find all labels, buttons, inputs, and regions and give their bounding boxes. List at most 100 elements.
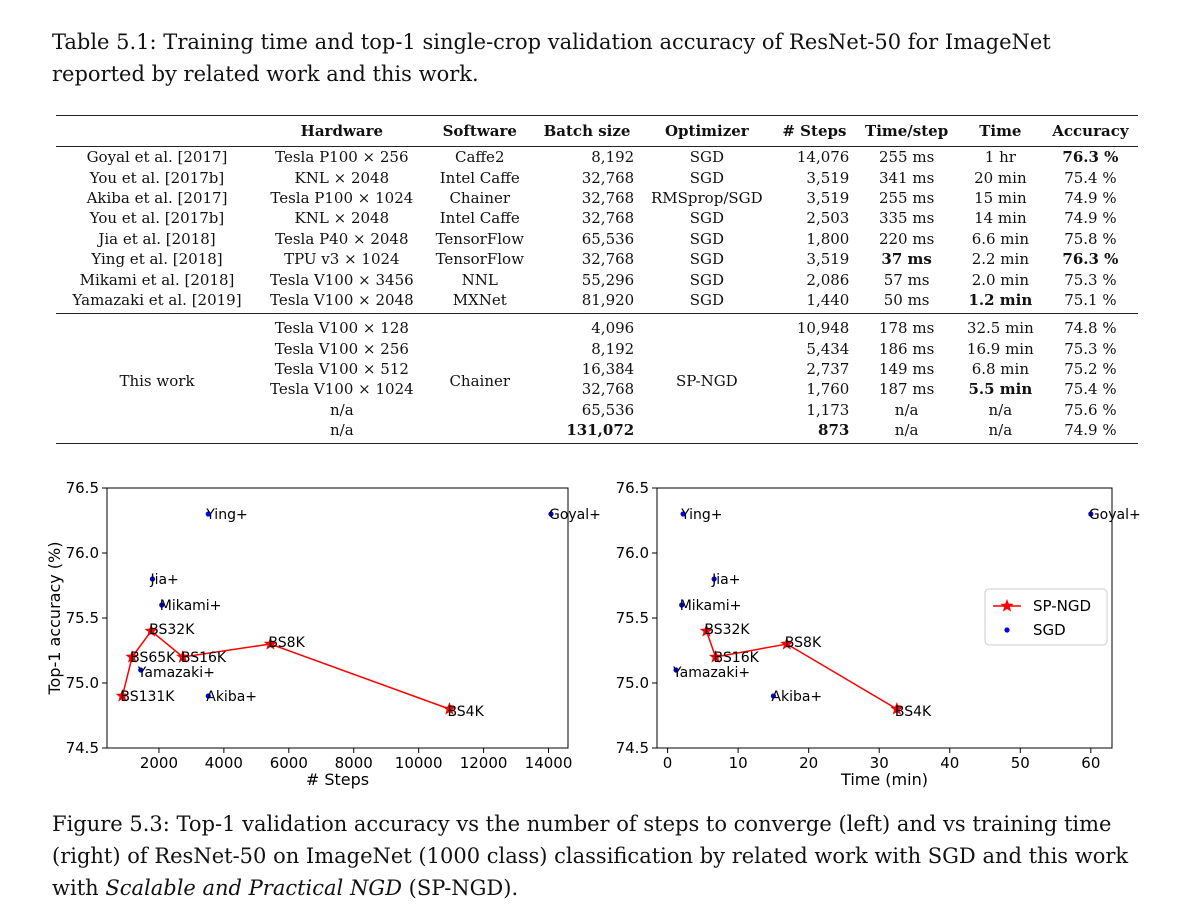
cell-batch: 8,192 bbox=[591, 339, 635, 358]
related-work-rows: Goyal et al. [2017] Tesla P100 × 256 Caffe… bbox=[56, 147, 1138, 314]
dot-marker bbox=[770, 693, 776, 699]
table-row: This work Tesla V100 × 128 Chainer 4,096 SP-… bbox=[56, 314, 1138, 389]
header-software: Software bbox=[442, 122, 517, 140]
star-marker bbox=[115, 689, 130, 702]
point-label: Jia+ bbox=[149, 572, 178, 588]
cell-batch: 4,096 bbox=[591, 319, 635, 338]
x-tick-label: 10000 bbox=[395, 754, 443, 772]
star-marker bbox=[699, 624, 714, 637]
cell-steps: 2,503 bbox=[806, 209, 850, 228]
cell-steps: 3,519 bbox=[806, 250, 850, 269]
cell-time: 1.2 min bbox=[968, 290, 1033, 309]
cell-time: 16.9 min bbox=[966, 339, 1034, 358]
y-tick-label: 75.5 bbox=[616, 609, 649, 627]
legend-star bbox=[1000, 599, 1014, 612]
header-work bbox=[56, 116, 258, 147]
cell-work: You et al. [2017b] bbox=[89, 168, 225, 187]
cell-accuracy: 74.9 % bbox=[1064, 209, 1117, 228]
y-tick-label: 76.0 bbox=[616, 544, 649, 562]
this-work-rows: This work Tesla V100 × 128 Chainer 4,096 SP-… bbox=[56, 313, 1138, 444]
cell-hardware: Tesla P40 × 2048 bbox=[275, 229, 409, 248]
legend-label: SGD bbox=[1033, 621, 1066, 639]
cell-software: Chainer bbox=[449, 188, 511, 207]
point-label: BS4K bbox=[895, 704, 932, 720]
header-time: Time bbox=[979, 122, 1022, 140]
x-tick-label: 30 bbox=[870, 754, 889, 772]
x-tick-label: 14000 bbox=[525, 754, 573, 772]
legend-label: SP-NGD bbox=[1033, 597, 1091, 615]
cell-accuracy: 75.8 % bbox=[1064, 229, 1117, 248]
cell-batch: 131,072 bbox=[566, 421, 635, 440]
header-optimizer: Optimizer bbox=[664, 122, 749, 140]
table-row: Yamazaki et al. [2019] Tesla V100 × 2048 M… bbox=[56, 290, 1138, 314]
cell-steps: 1,800 bbox=[806, 229, 850, 248]
header-steps: # Steps bbox=[782, 122, 847, 140]
cell-steps: 5,434 bbox=[806, 339, 850, 358]
point-label: BS32K bbox=[149, 622, 195, 638]
cell-time-step: 255 ms bbox=[878, 148, 935, 167]
cell-hardware: TPU v3 × 1024 bbox=[284, 250, 400, 269]
cell-time-step: 186 ms bbox=[878, 339, 935, 358]
point-label: BS4K bbox=[447, 704, 484, 720]
y-tick-label: 76.0 bbox=[66, 544, 99, 562]
cell-accuracy: 75.6 % bbox=[1064, 400, 1117, 419]
cell-work: Mikami et al. [2018] bbox=[79, 270, 235, 289]
cell-time-step: 37 ms bbox=[881, 250, 932, 269]
table-header-row: Hardware Software Batch size Optimizer #… bbox=[56, 115, 1138, 147]
cell-batch: 65,536 bbox=[581, 229, 635, 248]
dot-marker bbox=[205, 511, 211, 517]
table-row: Goyal et al. [2017] Tesla P100 × 256 Caffe… bbox=[56, 147, 1138, 168]
table-row: Jia et al. [2018] Tesla P40 × 2048 TensorF… bbox=[56, 229, 1138, 249]
table-row: Tesla V100 × 1024 32,768 1,760 187 ms 5.5 mi… bbox=[56, 379, 1138, 399]
cell-steps: 3,519 bbox=[806, 188, 850, 207]
cell-time: 6.6 min bbox=[971, 229, 1029, 248]
cell-batch: 65,536 bbox=[581, 400, 635, 419]
y-tick-label: 74.5 bbox=[616, 739, 649, 757]
cell-optimizer: SGD bbox=[689, 270, 724, 289]
table-row: n/a 65,536 1,173 n/a n/a 75.6 % bbox=[56, 400, 1138, 420]
star-marker bbox=[890, 702, 904, 715]
table-row: You et al. [2017b] KNL × 2048 Intel Caffe 3… bbox=[56, 208, 1138, 228]
figure-caption: Figure 5.3: Top-1 validation accuracy vs… bbox=[52, 808, 1147, 904]
cell-accuracy: 75.3 % bbox=[1064, 270, 1117, 289]
table-row: You et al. [2017b] KNL × 2048 Intel Caffe 3… bbox=[56, 167, 1138, 187]
point-label: Mikami+ bbox=[680, 598, 742, 614]
cell-time: n/a bbox=[988, 400, 1013, 419]
cell-work: Jia et al. [2018] bbox=[98, 229, 216, 248]
cell-time: 32.5 min bbox=[966, 319, 1034, 338]
point-label: Ying+ bbox=[680, 507, 722, 523]
cell-optimizer: SGD bbox=[689, 148, 724, 167]
cell-software: Intel Caffe bbox=[439, 209, 520, 228]
header-time-step: Time/step bbox=[865, 122, 949, 140]
figure-caption-suffix: (SP-NGD). bbox=[401, 876, 519, 900]
cell-batch: 8,192 bbox=[591, 148, 635, 167]
point-label: Yamazaki+ bbox=[672, 665, 750, 681]
dot-marker bbox=[149, 576, 156, 582]
cell-accuracy: 75.1 % bbox=[1064, 290, 1117, 309]
x-tick-label: 10 bbox=[729, 754, 748, 772]
x-tick-label: 60 bbox=[1081, 754, 1100, 772]
legend-dot bbox=[1004, 627, 1010, 633]
x-tick-label: 2000 bbox=[140, 754, 178, 772]
cell-optimizer: SP-NGD bbox=[675, 371, 738, 390]
cell-work: Akiba et al. [2017] bbox=[86, 188, 228, 207]
star-marker bbox=[442, 702, 457, 715]
point-label: Akiba+ bbox=[771, 689, 822, 705]
chart-time: 0 10 20 30 40 50 60 74.5 75.0 75.5 76.0 76.5 Time (m… bbox=[616, 479, 1141, 789]
cell-hardware: Tesla V100 × 2048 bbox=[270, 290, 414, 309]
cell-software: Intel Caffe bbox=[439, 168, 520, 187]
point-label: BS65K bbox=[130, 650, 176, 666]
cell-time-step: 57 ms bbox=[883, 270, 930, 289]
cell-batch: 32,768 bbox=[581, 209, 635, 228]
cell-accuracy: 75.4 % bbox=[1064, 380, 1117, 399]
cell-work: Yamazaki et al. [2019] bbox=[72, 290, 242, 309]
cell-batch: 16,384 bbox=[581, 360, 635, 379]
legend-box bbox=[984, 588, 1108, 646]
dot-marker bbox=[1088, 511, 1094, 517]
x-tick-label: 20 bbox=[799, 754, 818, 772]
cell-time-step: 50 ms bbox=[883, 290, 930, 309]
y-tick-label: 75.5 bbox=[66, 609, 99, 627]
cell-optimizer: SGD bbox=[689, 250, 724, 269]
results-table: Hardware Software Batch size Optimizer #… bbox=[56, 115, 1138, 444]
point-label: Akiba+ bbox=[206, 689, 257, 705]
